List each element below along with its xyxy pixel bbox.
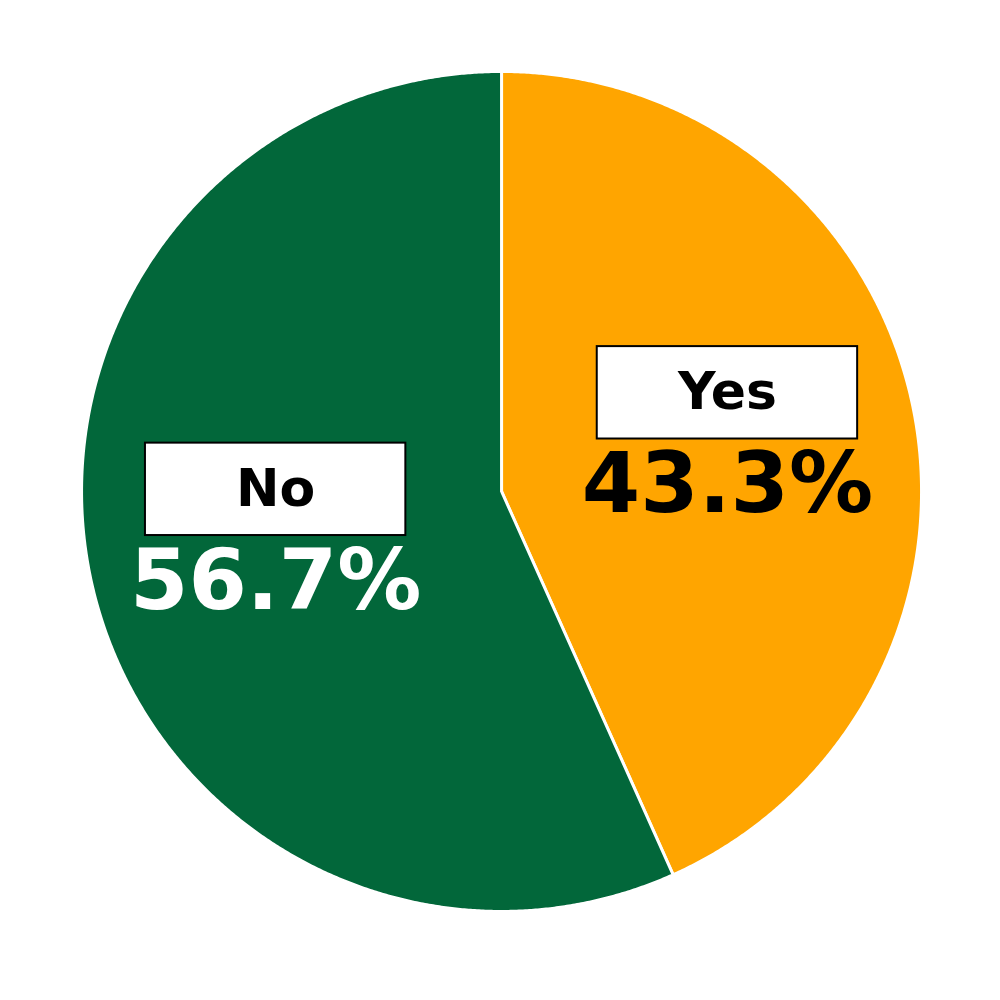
svg-text:Yes: Yes — [677, 361, 777, 421]
svg-text:No: No — [236, 458, 315, 518]
svg-text:56.7%: 56.7% — [130, 531, 421, 629]
svg-text:43.3%: 43.3% — [582, 434, 873, 532]
